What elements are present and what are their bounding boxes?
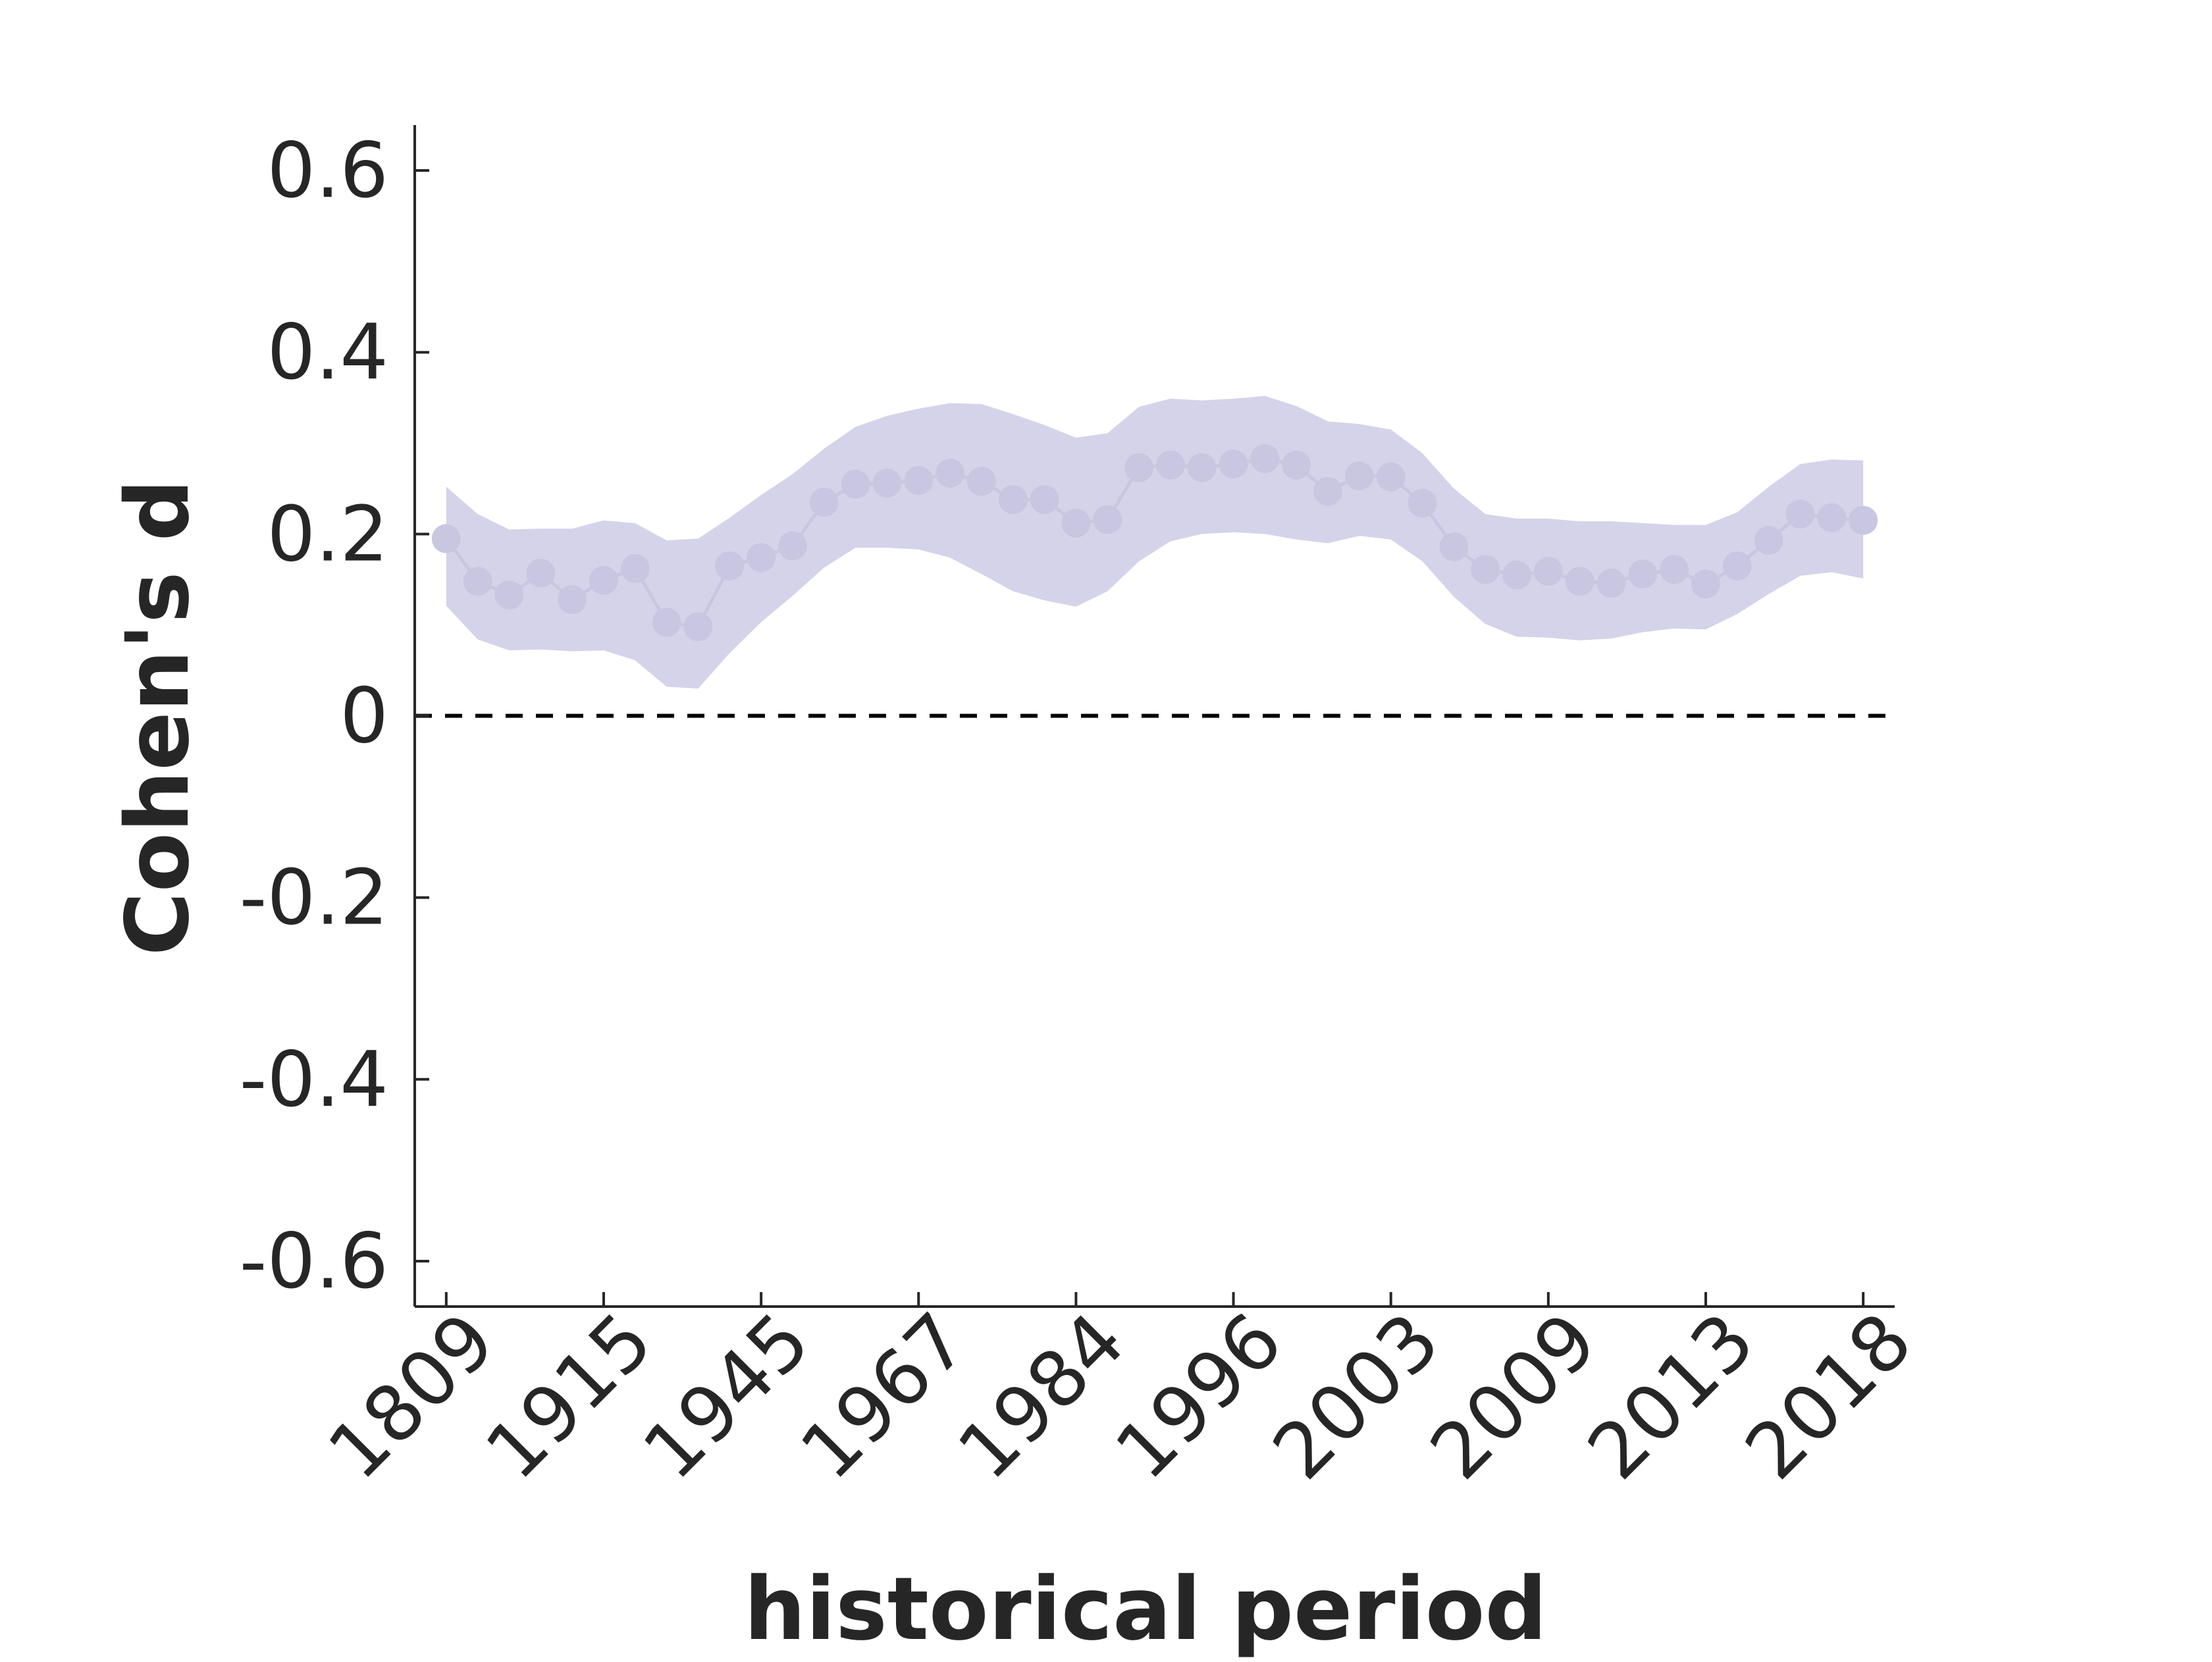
y-tick-label: -0.6: [240, 1217, 388, 1306]
series-line: [444, 457, 1864, 629]
x-tick-label: 1945: [627, 1296, 827, 1496]
data-point: [1722, 551, 1752, 581]
data-point: [1030, 484, 1059, 514]
data-point: [463, 567, 492, 596]
data-point: [1408, 488, 1437, 518]
data-point: [935, 458, 965, 488]
data-point: [1785, 500, 1815, 529]
y-axis-title: Cohen's d: [107, 479, 209, 956]
plot-area: [415, 396, 1895, 718]
x-tick-label: 1984: [941, 1296, 1142, 1496]
data-point: [620, 554, 650, 583]
x-tick-label: 2013: [1571, 1296, 1772, 1496]
data-point: [431, 524, 461, 554]
data-point: [558, 584, 587, 614]
data-point: [998, 484, 1028, 514]
data-point: [494, 580, 524, 610]
data-point: [1691, 569, 1720, 599]
x-tick-label: 2009: [1413, 1296, 1614, 1496]
axes: -0.6-0.4-0.200.20.40.6180919151945196719…: [240, 125, 1929, 1497]
data-point: [1155, 450, 1185, 480]
data-point: [1124, 453, 1154, 482]
data-point: [683, 612, 713, 642]
x-tick-label: 2003: [1256, 1296, 1456, 1496]
data-point: [652, 608, 681, 637]
x-tick-label: 1809: [311, 1296, 512, 1496]
data-point: [1061, 508, 1091, 538]
data-point: [747, 543, 776, 573]
data-point: [966, 467, 996, 496]
y-tick-label: -0.2: [240, 854, 388, 943]
data-point: [1628, 559, 1658, 589]
data-point: [1282, 450, 1311, 480]
data-point: [872, 469, 902, 498]
y-tick-label: 0: [340, 672, 388, 761]
data-point: [1344, 461, 1374, 490]
data-point: [1093, 505, 1122, 534]
x-axis-title: historical period: [744, 1559, 1547, 1659]
data-point: [809, 488, 839, 517]
data-point: [1596, 568, 1626, 598]
x-tick-label: 1996: [1099, 1296, 1299, 1496]
data-point: [1660, 555, 1689, 584]
confidence-band: [446, 396, 1864, 689]
x-tick-label: 1915: [469, 1296, 670, 1496]
data-point: [1376, 462, 1406, 492]
data-point: [1565, 567, 1594, 596]
data-point: [1817, 503, 1847, 532]
data-point: [904, 465, 934, 495]
data-point: [1250, 444, 1280, 473]
x-tick-label: 2018: [1729, 1296, 1929, 1496]
data-point: [1849, 506, 1878, 535]
y-tick-label: 0.6: [267, 126, 388, 215]
data-point: [589, 565, 618, 595]
data-point: [1187, 453, 1217, 482]
data-point: [1219, 450, 1248, 479]
data-point: [715, 551, 745, 581]
data-point: [1313, 477, 1343, 506]
y-tick-label: 0.4: [267, 308, 388, 397]
data-point: [778, 531, 807, 561]
data-point: [841, 469, 870, 499]
data-point: [1471, 555, 1500, 584]
y-tick-label: -0.4: [240, 1035, 388, 1124]
data-point: [1533, 557, 1563, 586]
data-point: [1502, 560, 1531, 590]
data-point: [1439, 532, 1469, 561]
data-point: [1754, 526, 1783, 555]
x-tick-label: 1967: [784, 1296, 984, 1496]
data-point: [526, 558, 556, 588]
y-tick-label: 0.2: [267, 490, 388, 579]
